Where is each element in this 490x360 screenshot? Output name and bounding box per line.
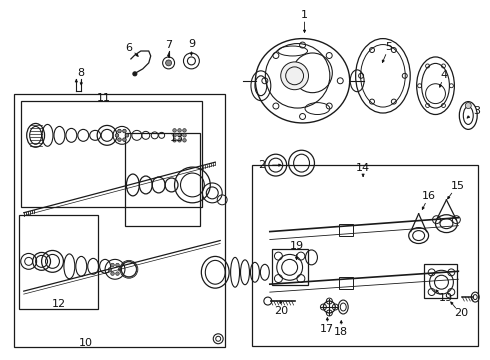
Bar — [252, 165, 478, 346]
Text: 11: 11 — [97, 93, 111, 103]
Circle shape — [122, 129, 126, 133]
Text: 13: 13 — [170, 133, 184, 143]
Text: 6: 6 — [125, 43, 132, 53]
Circle shape — [116, 263, 119, 267]
Text: 19: 19 — [439, 293, 452, 303]
Text: 14: 14 — [356, 163, 370, 173]
Circle shape — [178, 134, 181, 137]
Circle shape — [178, 139, 181, 142]
Circle shape — [115, 134, 119, 137]
Text: 7: 7 — [165, 40, 172, 50]
Text: 10: 10 — [79, 338, 93, 348]
Circle shape — [111, 272, 114, 275]
Circle shape — [108, 267, 112, 271]
Text: 20: 20 — [273, 306, 288, 316]
Circle shape — [133, 72, 137, 76]
Bar — [21, 100, 202, 207]
Bar — [125, 133, 200, 226]
Circle shape — [178, 129, 181, 132]
Circle shape — [183, 139, 186, 142]
Circle shape — [183, 134, 186, 137]
Bar — [339, 277, 353, 289]
Text: 1: 1 — [301, 10, 308, 20]
Circle shape — [183, 129, 186, 132]
Circle shape — [118, 138, 121, 141]
Circle shape — [173, 139, 176, 142]
Bar — [424, 264, 457, 298]
Text: 16: 16 — [421, 191, 436, 201]
Text: 20: 20 — [454, 308, 468, 318]
Bar — [14, 94, 225, 347]
Circle shape — [173, 129, 176, 132]
Circle shape — [118, 267, 122, 271]
Circle shape — [116, 272, 119, 275]
Circle shape — [122, 138, 126, 141]
Circle shape — [111, 263, 114, 267]
Circle shape — [125, 134, 129, 137]
Circle shape — [118, 129, 121, 133]
Text: 8: 8 — [78, 68, 85, 78]
Text: 19: 19 — [290, 242, 304, 252]
Bar — [19, 215, 98, 309]
Text: 9: 9 — [188, 39, 195, 49]
Text: 2: 2 — [258, 160, 266, 170]
Text: 4: 4 — [441, 70, 448, 80]
Bar — [272, 249, 308, 285]
Text: 18: 18 — [334, 327, 348, 337]
Circle shape — [466, 103, 471, 109]
Ellipse shape — [281, 62, 309, 90]
Text: 17: 17 — [320, 324, 334, 334]
Text: 3: 3 — [473, 105, 480, 116]
Bar — [339, 224, 353, 235]
Text: 5: 5 — [385, 42, 392, 52]
Text: 15: 15 — [450, 181, 465, 191]
Circle shape — [166, 60, 171, 66]
Circle shape — [173, 134, 176, 137]
Text: 12: 12 — [51, 299, 66, 309]
